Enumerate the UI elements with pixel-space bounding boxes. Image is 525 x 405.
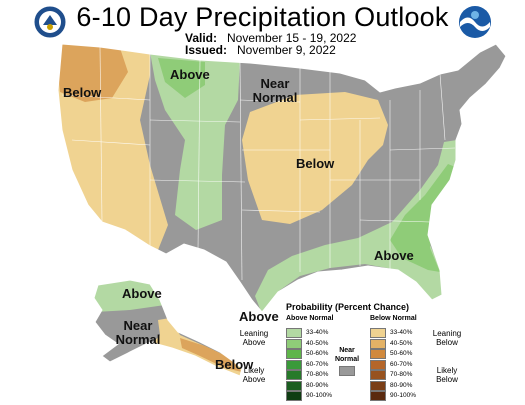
legend-above-range-label: 70-80% [306, 371, 329, 378]
legend-near-swatch [339, 366, 355, 376]
probability-legend: Probability (Percent Chance) Above Norma… [236, 300, 466, 402]
map-label-near-normal-north: Near Normal [252, 76, 298, 105]
legend-near-label: Near Normal [334, 347, 360, 363]
legend-above-swatch [286, 370, 302, 380]
above-region-southeast [255, 138, 470, 312]
map-label-above-south-texas: Above [239, 309, 279, 324]
legend-below-range-label: 90-100% [390, 392, 417, 399]
legend-leaning-above: Leaning Above [239, 329, 269, 347]
state-boundaries [61, 46, 456, 281]
valid-dates: Valid: November 15 - 19, 2022 [185, 31, 356, 45]
legend-below-range-label: 40-50% [390, 339, 413, 347]
issued-label: Issued: [185, 43, 228, 57]
legend-above-range-label: 50-60% [306, 350, 329, 357]
map-label-below-nw: Below [63, 85, 102, 100]
map-label-alaska-above: Above [122, 286, 162, 301]
legend-below-swatch [370, 359, 386, 370]
below-medium-region-northwest [58, 44, 128, 102]
legend-below-swatch [370, 370, 386, 380]
legend-above-swatch [286, 359, 302, 370]
legend-above-header: Above Normal [286, 315, 334, 322]
doc-logo-icon [33, 5, 67, 39]
alaska-below-medium-region [180, 338, 242, 372]
legend-likely-below: Likely Below [436, 366, 458, 384]
map-label-below-midwest: Below [296, 156, 335, 171]
legend-below-range-label: 50-60% [390, 350, 413, 357]
legend-below-swatch [370, 391, 386, 401]
valid-value: November 15 - 19, 2022 [227, 31, 357, 45]
legend-below-range-label: 70-80% [390, 371, 413, 378]
legend-likely-above: Likely Above [242, 366, 266, 384]
legend-above-range-label: 90-100% [306, 392, 333, 399]
alaska-above-region [94, 280, 165, 312]
legend-below-range-label: 33-40% [390, 329, 413, 336]
page-title: 6-10 Day Precipitation Outlook [76, 2, 449, 32]
legend-below-swatch [370, 380, 386, 391]
below-region-midwest [242, 92, 388, 224]
map-label-alaska-near-normal: Near Normal [115, 318, 161, 347]
map-label-above-north: Above [170, 67, 210, 82]
noaa-logo-icon [458, 5, 492, 39]
legend-below-swatch [370, 328, 386, 338]
legend-above-range-label: 80-90% [306, 381, 329, 389]
legend-above-swatch [286, 391, 302, 401]
legend-above-range-label: 33-40% [306, 329, 329, 336]
alaska-map [93, 279, 243, 377]
legend-below-swatch [370, 349, 386, 359]
map-label-alaska-below: Below [215, 357, 254, 372]
conus-outline [57, 43, 507, 313]
legend-below-range-label: 80-90% [390, 381, 413, 389]
legend-leaning-below: Leaning Below [432, 329, 462, 347]
legend-above-range-label: 40-50% [306, 339, 329, 347]
issued-value: November 9, 2022 [237, 43, 336, 57]
legend-above-range-label: 60-70% [306, 360, 329, 368]
above-region-plains [150, 52, 240, 230]
legend-title: Probability (Percent Chance) [286, 302, 410, 312]
legend-below-header: Below Normal [370, 315, 417, 322]
legend-below-range-label: 60-70% [390, 360, 413, 368]
legend-above-swatch [286, 349, 302, 359]
above-medium-region-montana [158, 58, 205, 98]
legend-above-swatch [286, 338, 302, 349]
legend-above-swatch [286, 328, 302, 338]
legend-below-swatch [370, 338, 386, 349]
alaska-outline [93, 279, 243, 377]
valid-label: Valid: [185, 31, 218, 45]
issued-date: Issued: November 9, 2022 [185, 43, 336, 57]
map-label-above-southeast: Above [374, 248, 414, 263]
legend-above-swatch [286, 380, 302, 391]
